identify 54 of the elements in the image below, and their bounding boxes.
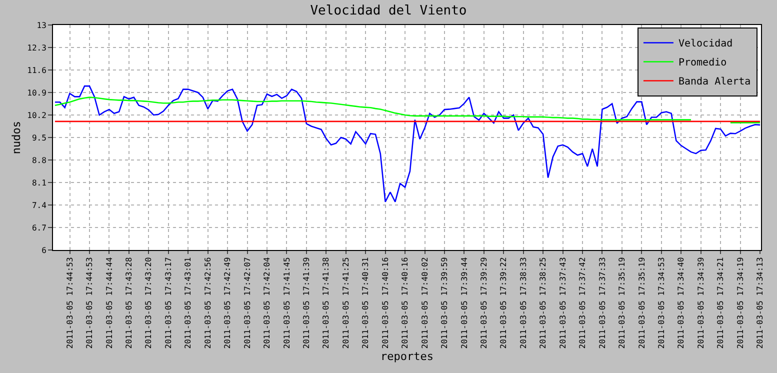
x-tick-label: 2011-03-05 17:40:02 [420,257,430,349]
line-series [54,85,761,202]
y-tick-label: 10.2 [27,110,47,120]
x-axis-title: reportes [380,350,434,363]
y-tick-label: 8.1 [32,178,47,188]
y-tick-label: 6 [42,246,47,255]
x-tick-label: 2011-03-05 17:40:16 [380,257,390,349]
x-tick-label: 2011-03-05 17:38:25 [538,257,548,349]
x-tick-label: 2011-03-05 17:39:22 [499,257,508,349]
x-tick-label: 2011-03-05 17:43:28 [124,257,134,349]
y-tick-label: 7.4 [32,200,47,210]
x-tick-label: 2011-03-05 17:37:33 [598,257,607,349]
x-tick-label: 2011-03-05 17:37:42 [578,257,588,349]
y-tick-label: 6.7 [32,223,47,232]
x-tick-label: 2011-03-05 17:43:20 [144,257,154,349]
x-tick-label: 2011-03-05 17:38:33 [518,257,528,349]
x-tick-label: 2011-03-05 17:41:25 [341,257,350,349]
x-tick-label: 2011-03-05 17:39:44 [460,257,469,349]
x-tick-label: 2011-03-05 17:43:01 [184,257,193,349]
x-tick-label: 2011-03-05 17:41:38 [322,257,331,349]
x-tick-label: 2011-03-05 17:42:49 [223,257,232,349]
y-tick-label: 12.3 [27,43,47,52]
x-tick-label: 2011-03-05 17:42:07 [242,257,252,349]
x-tick-label: 2011-03-05 17:43:17 [164,257,173,349]
legend-label: Banda Alerta [678,76,751,88]
legend-label: Promedio [678,58,727,69]
x-tick-label: 2011-03-05 17:35:19 [637,257,646,349]
x-tick-label: 2011-03-05 17:34:53 [657,257,666,349]
y-tick-label: 11.6 [27,66,47,75]
y-tick-label: 10.9 [27,88,47,98]
x-tick-label: 2011-03-05 17:34:40 [676,257,686,349]
x-tick-label: 2011-03-05 17:34:21 [716,257,726,349]
x-tick-label: 2011-03-05 17:41:39 [302,257,312,349]
x-tick-label: 2011-03-05 17:40:16 [400,257,410,349]
x-tick-label: 2011-03-05 17:34:39 [696,257,706,349]
x-tick-label: 2011-03-05 17:34:19 [736,257,745,349]
x-tick-label: 2011-03-05 17:40:31 [361,257,370,349]
x-tick-label: 2011-03-05 17:42:04 [262,257,272,349]
x-tick-label: 2011-03-05 17:39:59 [440,257,450,349]
x-tick-label: 2011-03-05 17:37:43 [558,257,568,349]
y-axis-title: nudos [10,120,23,154]
legend-label: Velocidad [678,38,733,50]
y-tick-label: 13 [36,20,47,30]
x-tick-label: 2011-03-05 17:35:19 [618,257,627,349]
x-tick-label: 2011-03-05 17:44:44 [104,257,114,349]
y-tick-label: 9.5 [32,133,47,142]
x-tick-label: 2011-03-05 17:39:29 [480,257,489,349]
x-tick-label: 2011-03-05 17:34:13 [756,257,765,349]
chart-title: Velocidad del Viento [310,4,467,19]
x-tick-label: 2011-03-05 17:44:53 [65,257,74,349]
x-tick-label: 2011-03-05 17:41:45 [282,257,292,349]
x-tick-label: 2011-03-05 17:42:56 [203,257,212,349]
x-tick-label: 2011-03-05 17:44:53 [85,257,94,349]
y-tick-label: 8.8 [32,156,47,165]
